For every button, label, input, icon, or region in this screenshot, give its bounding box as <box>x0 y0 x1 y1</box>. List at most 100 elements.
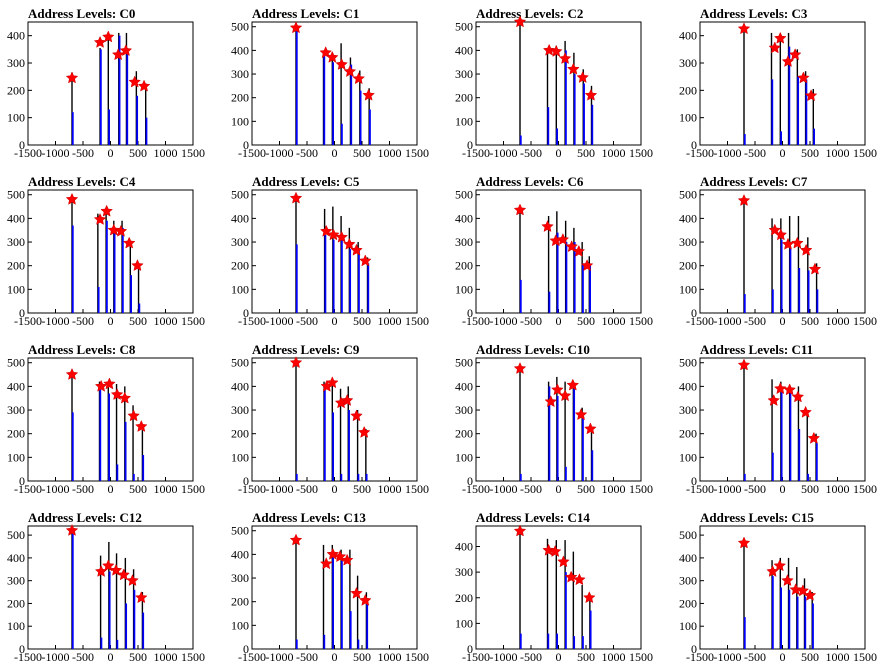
y-tick-label: 200 <box>231 595 249 609</box>
x-tick-label: 0 <box>332 146 338 160</box>
star-marker <box>350 409 363 422</box>
chart-title: Address Levels: C7 <box>700 174 808 189</box>
x-tick-label: 1500 <box>629 482 653 496</box>
star-marker <box>65 367 79 380</box>
x-tick-label: -1500 <box>238 314 266 328</box>
y-tick-label: 0 <box>243 138 249 152</box>
x-tick-label: -1000 <box>714 482 742 496</box>
x-tick-label: 0 <box>780 482 786 496</box>
x-tick-label: -1000 <box>490 650 518 664</box>
chart-title: Address Levels: C9 <box>252 342 360 357</box>
x-tick-label: -1500 <box>462 482 490 496</box>
chart-panel-5: Address Levels: C50100200300400500-1500-… <box>231 174 429 328</box>
x-tick-label: -500 <box>520 650 542 664</box>
star-marker <box>94 379 108 392</box>
y-tick-label: 400 <box>7 29 25 43</box>
y-tick-label: 0 <box>19 138 25 152</box>
x-tick-label: -1000 <box>714 650 742 664</box>
x-tick-label: 500 <box>129 650 147 664</box>
star-marker <box>101 559 115 572</box>
star-marker <box>107 223 121 236</box>
y-tick-label: 0 <box>467 138 473 152</box>
y-tick-label: 0 <box>467 306 473 320</box>
y-tick-label: 200 <box>455 91 473 105</box>
x-tick-label: -500 <box>520 482 542 496</box>
star-marker <box>357 425 371 438</box>
y-tick-label: 0 <box>467 474 473 488</box>
star-marker <box>118 391 132 404</box>
x-tick-label: -1500 <box>462 650 490 664</box>
star-marker <box>565 240 579 253</box>
y-tick-label: 300 <box>455 403 473 417</box>
y-tick-label: 200 <box>7 259 25 273</box>
y-tick-label: 300 <box>679 235 697 249</box>
x-tick-label: -1000 <box>266 314 294 328</box>
x-tick-label: 1500 <box>405 482 429 496</box>
y-tick-label: 0 <box>691 474 697 488</box>
y-tick-label: 100 <box>455 450 473 464</box>
y-tick-label: 100 <box>455 282 473 296</box>
star-marker <box>558 389 572 402</box>
star-marker <box>127 409 140 422</box>
star-marker <box>358 593 372 606</box>
star-marker <box>109 563 123 576</box>
x-tick-label: 0 <box>780 650 786 664</box>
y-tick-label: 200 <box>455 591 473 605</box>
x-tick-label: 500 <box>353 650 371 664</box>
y-tick-label: 500 <box>679 356 697 370</box>
y-tick-label: 100 <box>7 450 25 464</box>
x-tick-label: 0 <box>332 650 338 664</box>
y-tick-label: 400 <box>231 43 249 57</box>
star-marker <box>737 536 751 549</box>
y-tick-label: 0 <box>19 642 25 656</box>
star-marker <box>781 237 795 250</box>
x-tick-label: 1000 <box>602 314 626 328</box>
chart-title: Address Levels: C14 <box>476 510 590 525</box>
star-marker <box>767 393 781 406</box>
x-tick-label: 0 <box>556 650 562 664</box>
y-tick-label: 200 <box>679 259 697 273</box>
x-tick-label: 1500 <box>853 482 877 496</box>
x-tick-label: 1000 <box>826 482 850 496</box>
star-marker <box>335 230 348 243</box>
x-tick-label: -500 <box>744 314 766 328</box>
x-tick-label: -1500 <box>686 314 714 328</box>
x-tick-label: -500 <box>72 146 94 160</box>
chart-title: Address Levels: C15 <box>700 510 814 525</box>
y-tick-label: 300 <box>231 235 249 249</box>
star-marker <box>774 382 787 395</box>
y-tick-label: 0 <box>243 642 249 656</box>
y-tick-label: 200 <box>679 427 697 441</box>
star-marker <box>137 79 151 92</box>
y-tick-label: 300 <box>679 574 697 588</box>
x-tick-label: 1500 <box>629 314 653 328</box>
star-marker <box>774 228 788 241</box>
x-tick-label: -1500 <box>686 146 714 160</box>
chart-title: Address Levels: C2 <box>476 6 583 21</box>
y-tick-label: 500 <box>7 188 25 202</box>
star-marker <box>583 591 596 604</box>
x-tick-label: -1000 <box>266 146 294 160</box>
chart-panel-12: Address Levels: C12 0 100 200 300 400 500 -1500… <box>7 510 205 664</box>
y-tick-label: 200 <box>455 259 473 273</box>
y-tick-label: 300 <box>679 403 697 417</box>
x-tick-label: -1000 <box>714 314 742 328</box>
star-marker <box>544 395 558 408</box>
y-tick-label: 400 <box>231 211 249 225</box>
star-marker <box>796 584 810 597</box>
star-marker <box>781 574 794 587</box>
x-tick-label: -500 <box>296 482 318 496</box>
x-tick-label: -1500 <box>14 482 42 496</box>
y-tick-label: 400 <box>679 211 697 225</box>
y-tick-label: 0 <box>19 474 25 488</box>
y-tick-label: 200 <box>231 259 249 273</box>
star-marker <box>128 75 142 88</box>
star-marker <box>101 30 115 43</box>
star-marker <box>93 212 107 225</box>
chart-title: Address Levels: C6 <box>476 174 584 189</box>
y-tick-label: 100 <box>679 450 697 464</box>
star-marker <box>580 259 594 272</box>
star-marker <box>289 533 303 546</box>
x-tick-label: 1000 <box>154 146 178 160</box>
y-tick-label: 0 <box>691 642 697 656</box>
